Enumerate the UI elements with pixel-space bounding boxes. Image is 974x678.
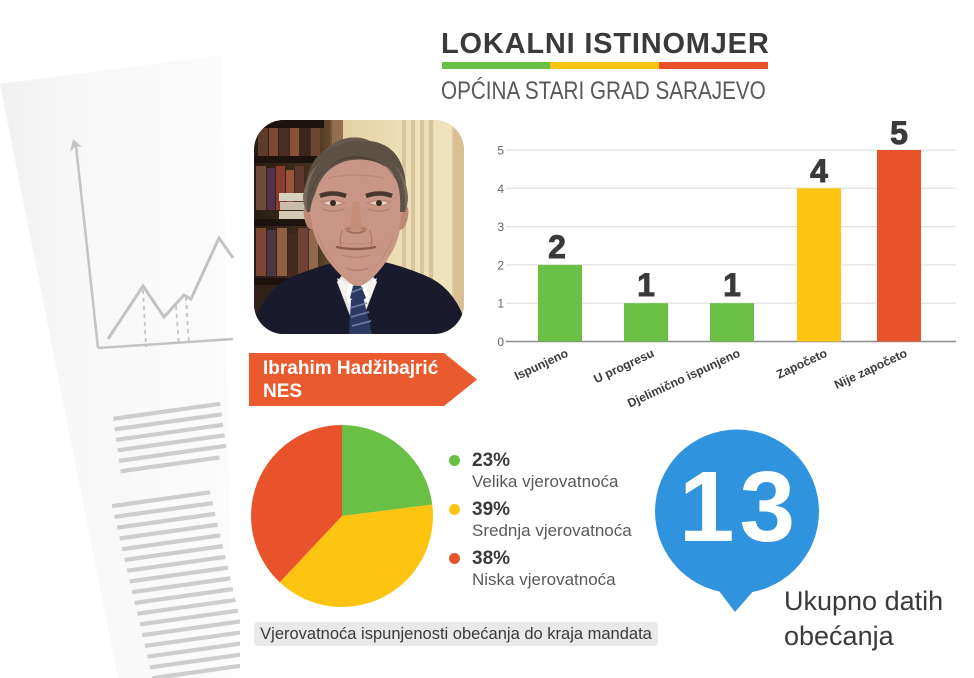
svg-text:3: 3 xyxy=(497,220,504,234)
svg-text:Nije započeto: Nije započeto xyxy=(832,346,909,392)
svg-text:4: 4 xyxy=(810,153,828,189)
svg-text:2: 2 xyxy=(548,229,566,265)
svg-text:4: 4 xyxy=(497,182,504,196)
svg-text:1: 1 xyxy=(497,297,504,311)
svg-text:5: 5 xyxy=(890,115,908,151)
svg-text:5: 5 xyxy=(497,144,504,158)
svg-text:2: 2 xyxy=(497,258,504,272)
svg-text:1: 1 xyxy=(637,267,655,303)
svg-text:Započeto: Započeto xyxy=(774,346,829,382)
svg-text:Ispunjeno: Ispunjeno xyxy=(512,346,570,383)
svg-text:0: 0 xyxy=(497,335,504,349)
svg-text:1: 1 xyxy=(723,267,741,303)
svg-text:U progresu: U progresu xyxy=(591,346,656,386)
